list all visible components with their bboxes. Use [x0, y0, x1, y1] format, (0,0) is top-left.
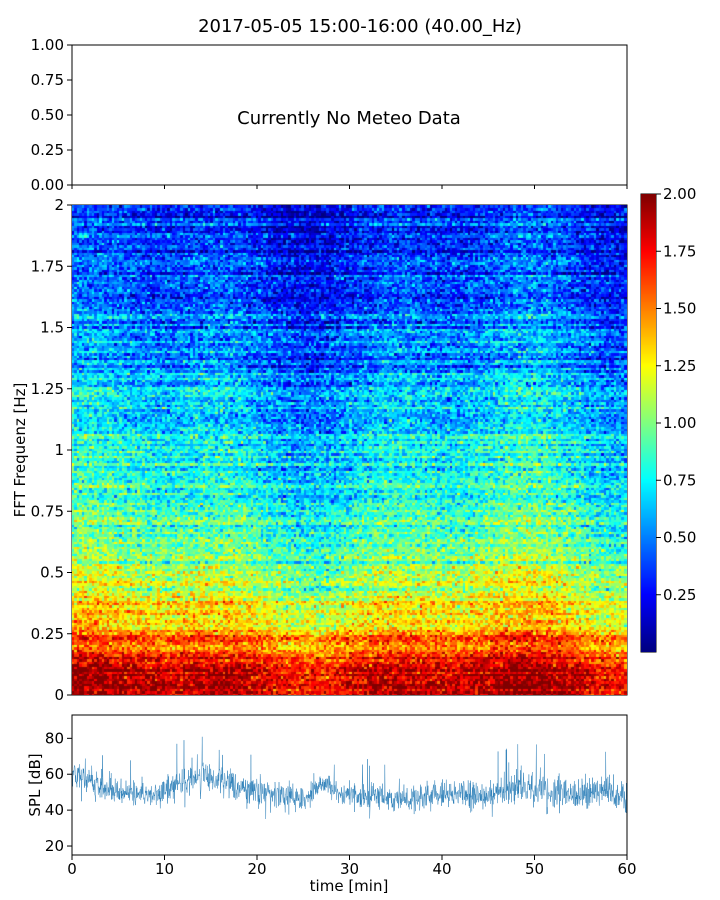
meteo-y-tick-label: 0.75 — [31, 71, 64, 89]
meteo-y-tick-label: 1.00 — [31, 36, 64, 54]
spectrogram-y-ticks: 0 0.25 0.5 0.75 1 1.25 1.5 1.75 2 — [31, 196, 72, 704]
spectrogram-y-tick-label: 0.75 — [31, 502, 64, 520]
meteo-y-tick-label: 0.25 — [31, 141, 64, 159]
spl-x-tick-label: 10 — [155, 860, 174, 878]
meteo-y-tick-label: 0.00 — [31, 176, 64, 194]
spectrogram-y-tick-label: 2 — [54, 196, 64, 214]
colorbar-tick-label: 1.25 — [663, 357, 696, 375]
spl-x-tick-label: 40 — [432, 860, 451, 878]
spectrogram-y-tick-label: 0.5 — [40, 564, 64, 582]
spl-x-tick-label: 0 — [67, 860, 77, 878]
colorbar-tick-label: 0.25 — [663, 586, 696, 604]
spl-y-tick-label: 80 — [45, 729, 64, 747]
spl-panel: 20 40 60 80 0 10 20 30 40 50 60 SPL [dB] time [mi… — [26, 714, 637, 895]
spl-y-tick-label: 20 — [45, 837, 64, 855]
spl-y-tick-label: 40 — [45, 801, 64, 819]
spectrogram-heatmap — [72, 205, 627, 695]
spl-x-tick-label: 20 — [247, 860, 266, 878]
colorbar-tick-label: 0.75 — [663, 471, 696, 489]
spl-y-ticks: 20 40 60 80 — [45, 729, 72, 855]
spectrogram-y-tick-label: 1.75 — [31, 257, 64, 275]
spectrogram-y-axis-label: FFT Frequenz [Hz] — [11, 383, 29, 518]
spl-x-tick-label: 50 — [525, 860, 544, 878]
colorbar-ticks: 2.00 1.75 1.50 1.25 1.00 0.75 0.50 0.25 — [656, 185, 696, 604]
colorbar-tick-label: 2.00 — [663, 185, 696, 203]
colorbar: 2.00 1.75 1.50 1.25 1.00 0.75 0.50 0.25 — [640, 185, 696, 653]
colorbar-tick-label: 1.75 — [663, 242, 696, 260]
meteo-x-ticks — [71, 185, 628, 189]
spectrogram-panel: 0 0.25 0.5 0.75 1 1.25 1.5 1.75 2 FFT Frequenz [… — [11, 196, 628, 704]
spectrogram-y-tick-label: 1 — [54, 441, 64, 459]
meteo-panel: Currently No Meteo Data 0.00 0.25 0.50 0.75… — [31, 36, 628, 194]
colorbar-tick-label: 1.50 — [663, 300, 696, 318]
spectrogram-y-tick-label: 0.25 — [31, 625, 64, 643]
spl-series-line — [71, 736, 628, 819]
spectrogram-y-tick-label: 1.25 — [31, 380, 64, 398]
spl-x-tick-label: 30 — [340, 860, 359, 878]
colorbar-tick-label: 1.00 — [663, 414, 696, 432]
spectrogram-y-tick-label: 0 — [54, 686, 64, 704]
meteo-y-tick-label: 0.50 — [31, 106, 64, 124]
spl-x-tick-label: 60 — [617, 860, 636, 878]
spl-y-tick-label: 60 — [45, 765, 64, 783]
spl-line-path — [71, 736, 628, 819]
spectrogram-y-tick-label: 1.5 — [40, 319, 64, 337]
spl-x-axis-label: time [min] — [310, 877, 389, 895]
meteo-no-data-message: Currently No Meteo Data — [237, 108, 461, 129]
colorbar-gradient — [641, 194, 656, 652]
figure-title: 2017-05-05 15:00-16:00 (40.00_Hz) — [198, 16, 522, 37]
colorbar-tick-label: 0.50 — [663, 529, 696, 547]
spl-y-axis-label: SPL [dB] — [26, 753, 44, 816]
spl-x-ticks: 0 10 20 30 40 50 60 — [67, 855, 637, 878]
meteo-y-ticks: 0.00 0.25 0.50 0.75 1.00 — [31, 36, 72, 194]
